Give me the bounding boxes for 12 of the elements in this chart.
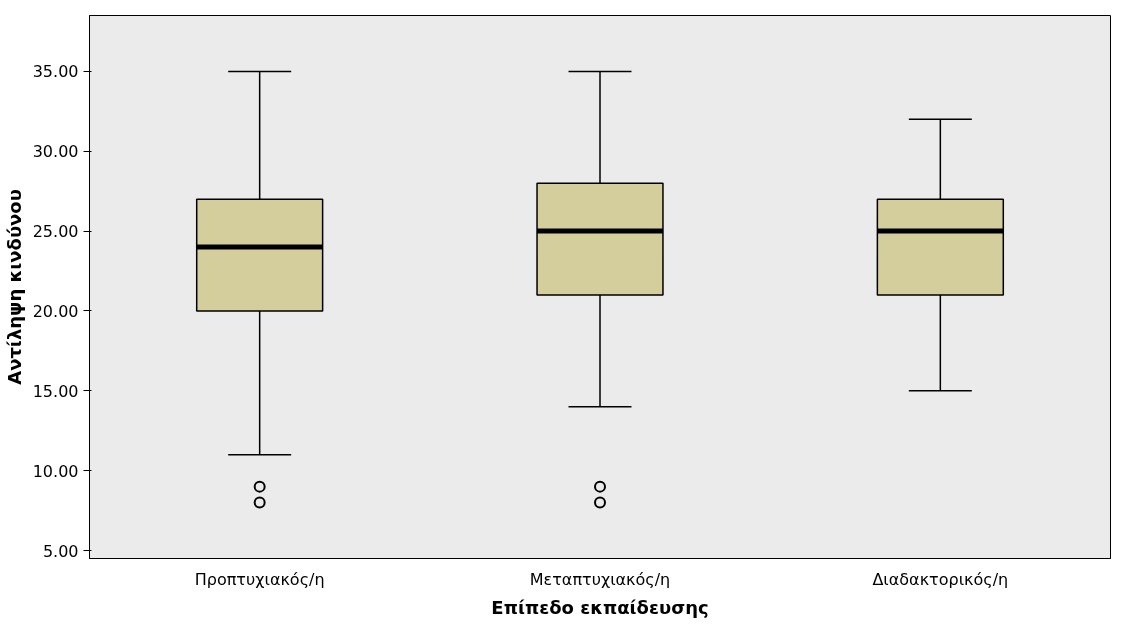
x-tick-label: Προπτυχιακός/η xyxy=(194,569,325,589)
y-tick-label: 15.00 xyxy=(32,381,79,401)
x-tick-label: Διαδακτορικός/η xyxy=(872,569,1009,589)
y-axis-title: Αντίληψη κινδύνου xyxy=(3,189,25,385)
y-tick-label: 35.00 xyxy=(32,62,79,82)
y-tick-label: 25.00 xyxy=(32,222,79,242)
x-axis-title: Επίπεδο εκπαίδευσης xyxy=(491,596,709,618)
y-tick-label: 30.00 xyxy=(32,142,79,162)
y-tick-label: 10.00 xyxy=(32,461,79,481)
y-tick-label: 20.00 xyxy=(32,301,79,321)
y-tick-label: 5.00 xyxy=(42,541,79,561)
x-tick-label: Μεταπτυχιακός/η xyxy=(529,569,671,589)
